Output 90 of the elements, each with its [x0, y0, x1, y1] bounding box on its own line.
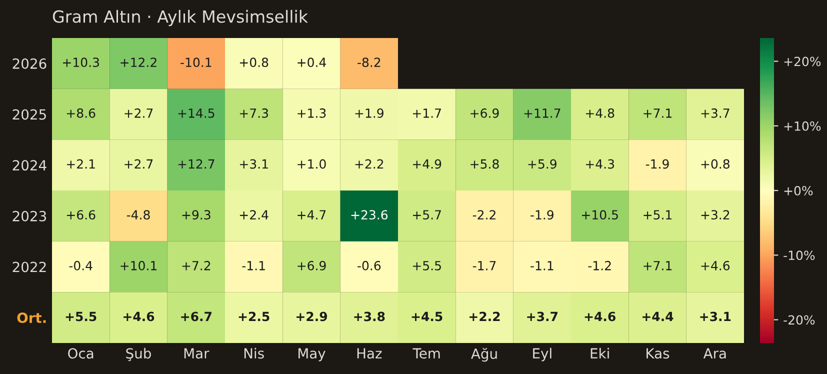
- data-label: +6.6: [66, 210, 96, 220]
- x-tick-label: Nis: [244, 348, 264, 359]
- data-label: -10.1: [180, 58, 212, 68]
- data-label: +23.6: [351, 210, 388, 220]
- data-label: -8.2: [358, 58, 380, 68]
- data-label: +12.2: [120, 58, 156, 67]
- y-tick-label: 2024: [12, 160, 46, 171]
- data-label: +1.7: [412, 108, 441, 118]
- data-label: +1.0: [298, 159, 326, 169]
- x-tick-label: Ağu: [471, 348, 497, 362]
- data-label: +1.3: [298, 108, 326, 118]
- data-label: -1.1: [530, 261, 554, 270]
- y-tick-label: 2022: [12, 262, 46, 272]
- data-label: +7.1: [644, 108, 672, 118]
- data-label: +2.2: [470, 312, 500, 322]
- data-label: +7.3: [240, 108, 268, 118]
- y-tick-label: 2025: [12, 109, 46, 120]
- x-tick-label: Ara: [703, 348, 726, 359]
- data-label: +2.2: [355, 159, 384, 169]
- y-tick-label: 2026: [12, 58, 46, 69]
- y-tick-label: 2023: [12, 210, 46, 222]
- data-label: +5.1: [644, 210, 672, 220]
- data-label: +7.2: [182, 260, 210, 270]
- data-label: +5.8: [470, 159, 499, 169]
- data-label: +4.6: [701, 260, 730, 270]
- data-label: +3.2: [701, 210, 730, 220]
- data-label: +2.4: [240, 210, 268, 220]
- x-tick-label: Eyl: [533, 348, 552, 362]
- chart-title: Gram Altın · Aylık Mevsimsellik: [52, 10, 308, 26]
- color-bar-label: -10%: [784, 250, 815, 260]
- x-tick-label: Mar: [184, 348, 210, 359]
- data-label: +3.7: [701, 108, 730, 118]
- color-bar-label: +20%: [784, 56, 821, 66]
- data-label: +9.3: [182, 210, 210, 220]
- data-label: +11.7: [524, 108, 560, 118]
- data-label: +10.5: [582, 210, 618, 220]
- data-label: +2.7: [124, 108, 153, 118]
- data-label: +12.7: [178, 159, 214, 169]
- data-label: -0.4: [69, 260, 92, 270]
- color-bar-label: -20%: [784, 315, 815, 325]
- data-label: -1.7: [472, 261, 496, 270]
- color-bar-label: +10%: [784, 121, 821, 131]
- data-label: +4.4: [642, 312, 674, 322]
- color-bar-label: +0%: [784, 186, 813, 196]
- data-label: +0.8: [240, 58, 268, 68]
- data-label: +5.7: [412, 210, 441, 220]
- data-label: +10.1: [120, 260, 156, 270]
- data-label: +2.1: [66, 159, 95, 169]
- data-label: -4.8: [126, 210, 150, 220]
- data-label: +2.5: [238, 312, 270, 322]
- data-label: +4.6: [124, 312, 154, 322]
- data-label: +0.8: [701, 159, 730, 169]
- x-tick-label: Tem: [412, 348, 440, 359]
- data-label: +4.6: [584, 312, 616, 322]
- data-label: -1.9: [530, 210, 554, 220]
- data-label: +4.9: [412, 159, 442, 169]
- data-label: +5.5: [66, 312, 96, 322]
- data-label: +14.5: [178, 108, 214, 118]
- x-tick-label: May: [298, 348, 326, 362]
- data-label: +5.9: [528, 159, 556, 169]
- y-tick-label: Ort.: [17, 312, 46, 324]
- data-label: +5.5: [412, 261, 441, 270]
- data-label: +7.1: [644, 261, 672, 270]
- data-label: +3.1: [700, 312, 731, 322]
- x-tick-label: Haz: [357, 348, 382, 359]
- data-label: +4.7: [298, 210, 326, 220]
- x-tick-label: Kas: [646, 348, 670, 359]
- x-tick-label: Oca: [68, 348, 94, 359]
- data-label: +4.3: [586, 159, 614, 169]
- data-label: +10.3: [63, 58, 99, 68]
- data-label: +4.5: [412, 312, 442, 322]
- x-tick-label: Şub: [126, 348, 151, 362]
- data-label: +6.7: [181, 312, 212, 322]
- data-label: -1.2: [588, 260, 611, 270]
- data-label: +6.9: [298, 260, 326, 270]
- data-label: +3.1: [240, 159, 268, 169]
- data-label: -1.1: [242, 261, 265, 270]
- data-label: -2.2: [472, 210, 496, 220]
- data-label: +8.6: [66, 108, 96, 118]
- data-label: +6.9: [470, 108, 499, 118]
- data-label: +3.7: [527, 312, 558, 322]
- data-label: +1.9: [355, 108, 384, 118]
- data-label: -0.6: [358, 260, 381, 270]
- data-label: +2.7: [124, 159, 153, 169]
- data-label: +0.4: [298, 58, 326, 68]
- data-label: +2.9: [296, 312, 328, 322]
- x-tick-label: Eki: [590, 348, 609, 358]
- data-label: +3.8: [354, 312, 385, 322]
- data-label: -1.9: [646, 159, 669, 169]
- data-label: +4.8: [586, 108, 614, 118]
